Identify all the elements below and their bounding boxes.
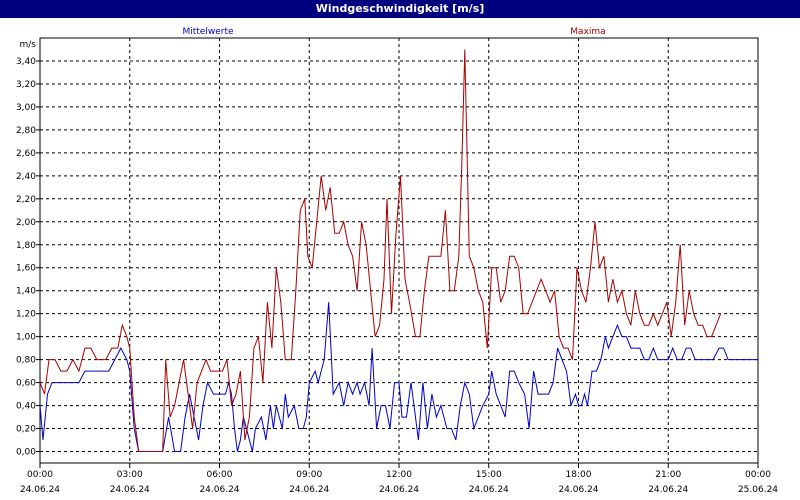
y-tick-label: 0,40 (16, 402, 36, 412)
x-tick-date: 24.06.24 (648, 485, 688, 495)
x-tick-date: 24.06.24 (20, 485, 60, 495)
x-tick-time: 12:00 (386, 470, 412, 480)
x-tick-date: 24.06.24 (558, 485, 598, 495)
x-tick-date: 24.06.24 (289, 485, 329, 495)
y-tick-label: 1,20 (16, 310, 36, 320)
x-tick-time: 15:00 (476, 470, 502, 480)
y-tick-label: 2,40 (16, 172, 36, 182)
y-tick-label: 1,00 (16, 333, 36, 343)
y-tick-label: 2,00 (16, 218, 36, 228)
x-tick-date: 25.06.24 (738, 485, 778, 495)
x-tick-time: 06:00 (207, 470, 233, 480)
y-tick-label: 0,00 (16, 448, 36, 458)
chart-title: Windgeschwindigkeit [m/s] (0, 0, 800, 18)
y-tick-label: 0,80 (16, 356, 36, 366)
x-axis: 00:00 24.06.24 03:00 24.06.24 06:00 24.06.24 0… (20, 463, 778, 495)
y-axis-label: m/s (20, 40, 37, 50)
y-tick-label: 3,00 (16, 103, 36, 113)
y-tick-label: 2,20 (16, 195, 36, 205)
series-line-maxima (39, 49, 722, 452)
x-tick-date: 24.06.24 (379, 485, 419, 495)
legend-mittelwerte: Mittelwerte (182, 27, 233, 37)
x-tick-time: 00:00 (745, 470, 771, 480)
x-tick-date: 24.06.24 (110, 485, 150, 495)
grid (40, 38, 758, 463)
y-tick-label: 1,60 (16, 264, 36, 274)
y-tick-label: 1,80 (16, 241, 36, 251)
x-tick-time: 09:00 (296, 470, 322, 480)
x-tick-date: 24.06.24 (199, 485, 239, 495)
y-tick-label: 2,80 (16, 126, 36, 136)
legend-maxima: Maxima (570, 27, 605, 37)
y-tick-label: 1,40 (16, 287, 36, 297)
x-tick-time: 03:00 (117, 470, 143, 480)
legend: Mittelwerte Maxima (182, 27, 605, 37)
y-tick-label: 0,20 (16, 425, 36, 435)
x-tick-time: 21:00 (655, 470, 681, 480)
x-tick-date: 24.06.24 (469, 485, 509, 495)
x-tick-time: 00:00 (27, 470, 53, 480)
y-axis: 0,00 0,20 0,40 0,60 0,80 1,00 1,20 1,40 1,60 1,80… (16, 40, 40, 458)
series-lines (39, 49, 758, 452)
y-tick-label: 0,60 (16, 379, 36, 389)
y-tick-label: 3,20 (16, 80, 36, 90)
y-tick-label: 3,40 (16, 57, 36, 67)
x-tick-time: 18:00 (566, 470, 592, 480)
y-tick-label: 2,60 (16, 149, 36, 159)
